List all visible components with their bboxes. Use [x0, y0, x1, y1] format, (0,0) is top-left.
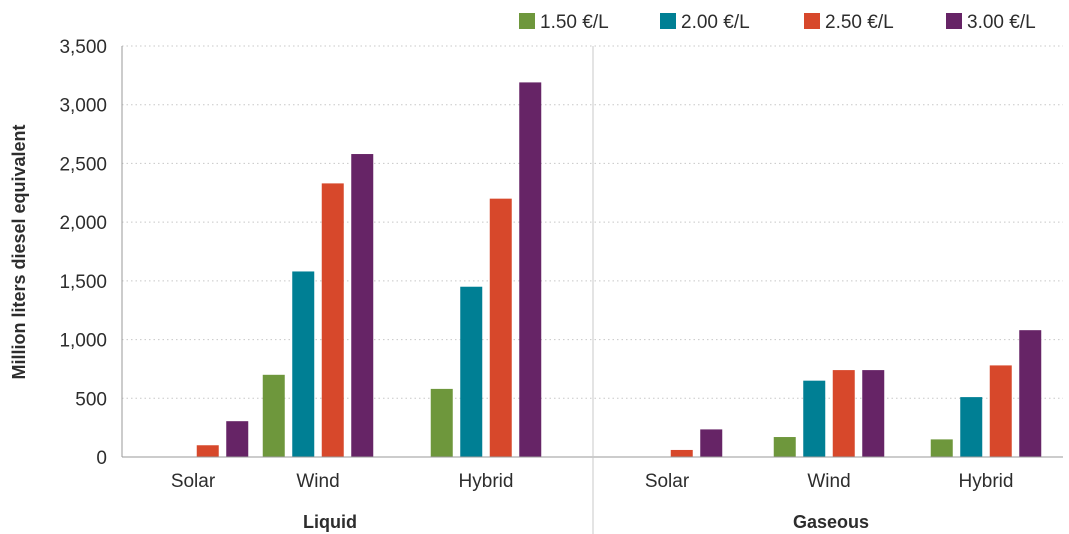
bar	[832, 370, 855, 457]
legend-swatch	[660, 13, 676, 29]
legend-swatch	[519, 13, 535, 29]
category-label: Hybrid	[959, 471, 1014, 492]
category-label: Solar	[171, 471, 216, 492]
group-labels: Liquid Gaseous	[303, 512, 869, 532]
bar	[960, 397, 983, 457]
legend: 1.50 €/L 2.00 €/L 2.50 €/L 3.00 €/L	[519, 12, 1036, 33]
y-tick-label: 500	[75, 389, 107, 410]
legend-label: 3.00 €/L	[967, 12, 1036, 33]
bar	[1019, 330, 1042, 457]
legend-swatch	[946, 13, 962, 29]
category-labels: Solar Wind Hybrid Solar Wind Hybrid	[171, 471, 1014, 492]
y-axis-title: Million liters diesel equivalent	[9, 124, 29, 379]
bar	[196, 445, 219, 457]
bar	[292, 271, 315, 457]
group-label: Liquid	[303, 512, 357, 532]
bar	[803, 380, 826, 457]
bar	[930, 439, 953, 457]
bars	[196, 82, 1042, 458]
legend-swatch	[804, 13, 820, 29]
y-tick-label: 3,000	[59, 96, 107, 117]
category-label: Wind	[807, 471, 850, 492]
y-tick-label: 1,500	[59, 272, 107, 293]
bar	[460, 286, 483, 457]
grid-lines	[122, 45, 1063, 399]
y-tick-labels: 0 500 1,000 1,500 2,000 2,500 3,000 3,500	[59, 37, 107, 469]
axes	[121, 46, 1063, 534]
y-tick-label: 2,500	[59, 154, 107, 175]
bar	[226, 421, 249, 457]
category-label: Solar	[645, 471, 690, 492]
bar	[670, 449, 693, 457]
bar	[262, 374, 285, 457]
group-label: Gaseous	[793, 512, 869, 532]
bar	[862, 370, 885, 457]
bar	[519, 82, 542, 457]
y-tick-label: 0	[96, 448, 107, 469]
y-tick-label: 1,000	[59, 331, 107, 352]
bar	[430, 388, 453, 457]
legend-label: 2.00 €/L	[681, 12, 750, 33]
bar	[321, 183, 344, 458]
bar	[489, 198, 512, 457]
bar	[773, 437, 796, 457]
category-label: Hybrid	[459, 471, 514, 492]
bar	[700, 429, 723, 457]
y-tick-label: 3,500	[59, 37, 107, 58]
bar	[351, 154, 374, 457]
legend-label: 1.50 €/L	[540, 12, 609, 33]
y-tick-label: 2,000	[59, 213, 107, 234]
legend-label: 2.50 €/L	[825, 12, 894, 33]
bar	[989, 365, 1012, 457]
category-label: Wind	[296, 471, 339, 492]
